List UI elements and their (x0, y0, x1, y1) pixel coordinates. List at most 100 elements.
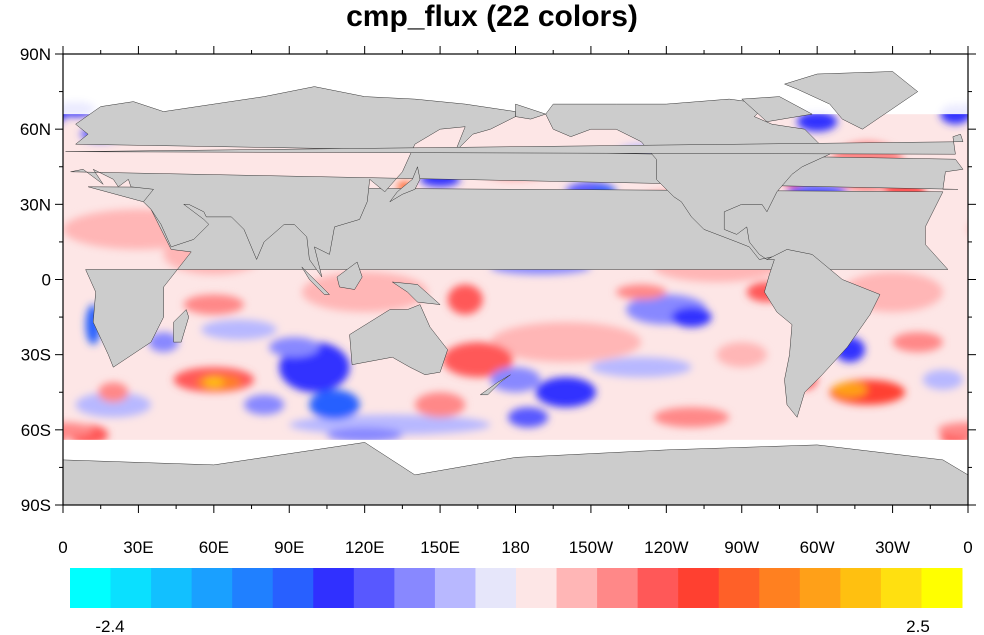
lon-label: 0 (58, 538, 67, 557)
lat-label: 0 (42, 271, 51, 290)
flux-anomaly (653, 407, 730, 428)
lat-label: 90S (21, 496, 51, 515)
land-madagascar (173, 309, 189, 343)
land-newguinea (392, 281, 441, 305)
continents (0, 71, 984, 505)
colorbar-swatch (516, 568, 558, 608)
lon-axis-labels: 0 30E 60E 90E 120E 150E 180 150W 120W 90W 60W 30W 0 (58, 538, 972, 557)
flux-anomaly (981, 392, 984, 417)
flux-anomaly (0, 179, 20, 204)
land-antarctica (967, 459, 968, 505)
lat-label: 60N (20, 120, 51, 139)
flux-anomaly (973, 425, 984, 445)
flux-anomaly (892, 332, 943, 353)
land-baffin (741, 96, 813, 122)
land-uk (971, 134, 984, 154)
flux-anomaly (535, 377, 596, 408)
colorbar-swatch (70, 568, 112, 608)
flux-anomaly (832, 382, 868, 398)
plot-title: cmp_flux (22 colors) (346, 0, 638, 33)
colorbar-swatch (191, 568, 233, 608)
axis-ticks (55, 46, 976, 513)
flux-anomaly (183, 294, 244, 315)
flux-anomaly (937, 422, 968, 438)
lon-label: 120E (345, 538, 385, 557)
lon-label: 150W (569, 538, 613, 557)
colorbar-swatch (232, 568, 274, 608)
colorbar-swatch (840, 568, 882, 608)
lon-label: 30E (123, 538, 153, 557)
flux-anomaly (968, 209, 984, 249)
flux-anomaly (0, 272, 38, 312)
lon-label: 60E (199, 538, 229, 557)
flux-anomaly (269, 337, 320, 358)
colorbar-min-label: -2.4 (95, 617, 124, 635)
flux-anomaly (326, 427, 403, 443)
flux-anomaly (590, 357, 692, 378)
colorbar-swatch (151, 568, 193, 608)
colorbar-swatch (759, 568, 801, 608)
flux-anomaly (63, 422, 94, 438)
colorbar-swatch (799, 568, 841, 608)
land-borneo (336, 261, 363, 290)
land-greenland (783, 71, 919, 130)
flux-anomaly (98, 382, 129, 403)
flux-anomaly (203, 377, 224, 388)
lat-label: 30S (21, 346, 51, 365)
land-nz (479, 374, 511, 396)
colorbar-max-label: 2.5 (906, 617, 930, 635)
colorbar-swatch (880, 568, 922, 608)
flux-anomaly (507, 407, 549, 428)
flux-anomaly (18, 370, 58, 390)
colorbar-swatch (394, 568, 436, 608)
land-greenland (0, 72, 13, 130)
lon-label: 60W (800, 538, 835, 557)
colorbar-swatch (272, 568, 314, 608)
flux-anomaly (414, 392, 466, 418)
colorbar-swatch (718, 568, 760, 608)
flux-anomaly (490, 322, 642, 363)
colorbar-swatch (556, 568, 598, 608)
land-sumatra (301, 266, 331, 295)
flux-anomaly (309, 389, 360, 420)
flux-anomaly (447, 284, 483, 315)
lon-label: 90E (274, 538, 304, 557)
land-japan (389, 165, 421, 203)
land-uk (65, 133, 964, 155)
lat-label: 60S (21, 421, 51, 440)
colorbar-swatch (434, 568, 476, 608)
land-eurasia (976, 87, 984, 277)
colorbar-swatch (475, 568, 517, 608)
flux-anomaly (922, 369, 963, 390)
lon-label: 180 (501, 538, 529, 557)
lat-label: 30N (20, 195, 51, 214)
flux-anomaly (616, 284, 667, 300)
colorbar-swatch (353, 568, 395, 608)
colorbar-swatch (921, 568, 963, 608)
flux-anomaly (148, 332, 179, 353)
flux-anomaly (75, 392, 151, 418)
flux-anomaly (442, 342, 513, 378)
colorbar-swatch (597, 568, 639, 608)
flux-anomaly (490, 367, 541, 393)
lat-axis-labels: 90N 60N 30N 0 30S 60S 90S (20, 45, 51, 515)
land-samerica (764, 249, 881, 418)
colorbar-swatch (637, 568, 679, 608)
land-namerica (545, 98, 831, 260)
flux-anomaly (301, 271, 428, 313)
land-africa (85, 186, 949, 368)
lon-label: 150E (420, 538, 460, 557)
flux-anomaly (716, 342, 767, 368)
colorbar-swatch (110, 568, 152, 608)
colorbar-swatch (678, 568, 720, 608)
land-australia (349, 304, 448, 375)
land-antarctica (63, 442, 968, 505)
flux-anomaly (244, 394, 285, 415)
lon-label: 90W (724, 538, 759, 557)
colorbar (70, 568, 963, 608)
land-eurasia (70, 86, 964, 278)
land-eurasia (0, 87, 58, 277)
lon-label: 0 (963, 538, 972, 557)
lon-label: 30W (875, 538, 910, 557)
